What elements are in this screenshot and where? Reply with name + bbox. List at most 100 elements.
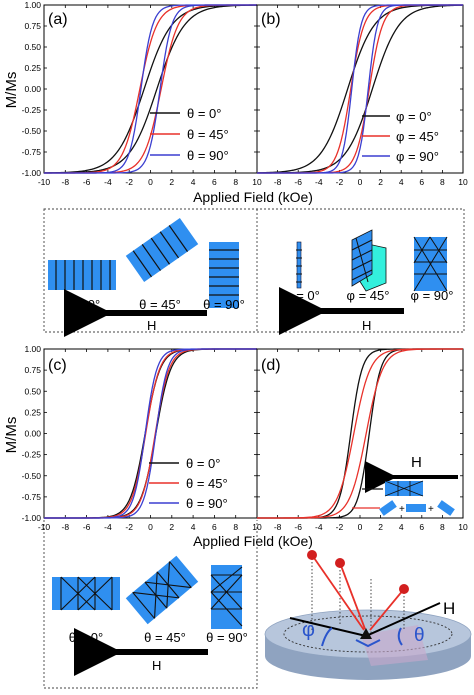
x-tick-label-right: 10 xyxy=(458,177,468,187)
x-tick-label-left: 8 xyxy=(233,522,238,532)
sample-a-0 xyxy=(48,260,116,290)
loop-a-series-2-down xyxy=(44,4,257,174)
y-tick-label: 1.00 xyxy=(24,0,41,10)
field-label-a: H xyxy=(147,318,156,333)
sample-b-0 xyxy=(296,241,302,289)
svg-text:+: + xyxy=(428,504,434,515)
schematic-b-angle-0: φ = 0° xyxy=(284,288,320,303)
schematic-c-angle-2: θ = 90° xyxy=(206,630,248,645)
schematic-top: θ = 0° θ = 45° θ = 90° H xyxy=(43,208,465,337)
y-tick-label: 0.50 xyxy=(24,386,41,396)
measurement-geometry: H φ θ xyxy=(264,550,472,680)
x-tick-label-right: -6 xyxy=(294,522,302,532)
x-axis-label-top: Applied Field (kOe) xyxy=(193,189,313,205)
x-tick-label-right: 2 xyxy=(378,177,383,187)
y-tick-label: -0.50 xyxy=(22,126,42,136)
x-tick-label-left: -8 xyxy=(62,177,70,187)
schematic-top-border xyxy=(43,208,465,333)
panel-d-inset-sample-1 xyxy=(379,500,397,516)
y-tick-label: 0.75 xyxy=(24,21,41,31)
x-tick-label-right: -4 xyxy=(315,177,323,187)
legend-a: θ = 0° θ = 45° θ = 90° xyxy=(150,106,229,163)
x-tick-label-left: 4 xyxy=(191,522,196,532)
schematic-bottom: θ = 0° θ = 45° θ = 90° H xyxy=(43,520,258,689)
geometry-phi-label: φ xyxy=(302,619,315,641)
panel-d-inset-sample-2 xyxy=(406,504,426,512)
x-tick-label-right: -4 xyxy=(315,522,323,532)
ball-1 xyxy=(335,558,345,568)
x-tick-label-left: 0 xyxy=(148,177,153,187)
panel-label-c: (c) xyxy=(48,357,67,374)
y-tick-label: 0.50 xyxy=(24,42,41,52)
legend-a-item-0: θ = 0° xyxy=(187,106,221,121)
x-tick-label-left: 6 xyxy=(212,522,217,532)
hysteresis-loops-c xyxy=(44,348,257,519)
loop-b-series-2-down xyxy=(257,4,463,174)
x-tick-label-left: 2 xyxy=(169,522,174,532)
loop-d-series-1-down xyxy=(257,348,463,519)
panel-d-inset-sample-3 xyxy=(437,500,455,516)
y-tick-label: -0.25 xyxy=(22,105,42,115)
schematic-c-angle-0: θ = 0° xyxy=(69,630,103,645)
x-tick-label-right: -8 xyxy=(274,522,282,532)
x-tick-label-left: 10 xyxy=(252,177,262,187)
schematic-a-angle-1: θ = 45° xyxy=(139,297,181,312)
chart-c: (c) θ = 0° θ = 45° θ = 90° xyxy=(43,348,258,519)
legend-a-item-2: θ = 90° xyxy=(187,148,229,163)
legend-b-item-0: φ = 0° xyxy=(396,109,432,124)
y-tick-label: -0.25 xyxy=(22,450,42,460)
y-tick-label: -1.00 xyxy=(22,513,42,523)
y-tick-label: 0.75 xyxy=(24,365,41,375)
x-tick-label-right: 10 xyxy=(458,522,468,532)
field-line xyxy=(289,617,367,637)
x-tick-label-left: 6 xyxy=(212,177,217,187)
x-tick-label-right: 6 xyxy=(419,522,424,532)
x-tick-label-left: 2 xyxy=(169,177,174,187)
field-label-b: H xyxy=(362,318,371,333)
x-tick-label-left: -4 xyxy=(104,177,112,187)
y-tick-label: -0.50 xyxy=(22,471,42,481)
legend-a-item-1: θ = 45° xyxy=(187,127,229,142)
legend-c-item-2: θ = 90° xyxy=(186,496,228,511)
x-tick-labels-top: -10 -8 -8 -6 -6 -4 -4 -2 -2 0 0 2 2 4 4 6 6 8 8 10 10 xyxy=(38,177,468,187)
plot-frame-c xyxy=(43,348,258,519)
legend-b: φ = 0° φ = 45° φ = 90° xyxy=(362,109,439,164)
y-axis-label-bottom: M/Ms xyxy=(3,417,20,454)
x-tick-label-right: -2 xyxy=(336,177,344,187)
schematic-a-angle-0: θ = 0° xyxy=(66,297,100,312)
theta-plane xyxy=(361,625,428,666)
sample-c-90 xyxy=(210,565,243,629)
ball-0 xyxy=(307,550,317,560)
x-tick-label-left: -10 xyxy=(38,522,51,532)
panel-label-a: (a) xyxy=(48,11,68,28)
x-tick-label-left: 4 xyxy=(191,177,196,187)
x-tick-label-right: 6 xyxy=(419,177,424,187)
sample-b-45 xyxy=(351,229,387,292)
schematic-b-angle-1: φ = 45° xyxy=(347,288,390,303)
sample-a-45 xyxy=(125,217,199,283)
sample-b-90 xyxy=(413,236,448,292)
schematic-b-angle-2: φ = 90° xyxy=(411,288,454,303)
y-tick-label: -1.00 xyxy=(22,168,42,178)
x-tick-label-right: 0 xyxy=(358,522,363,532)
x-axis-label-bottom: Applied Field (kOe) xyxy=(193,533,313,549)
panel-d-field-label: H xyxy=(411,454,422,471)
x-tick-labels-bottom: -10 -8 -8-6 -6-4 -4-2 -20 02 24 46 68 810 10 xyxy=(38,522,468,532)
x-tick-label-left: -10 xyxy=(38,177,51,187)
y-tick-label: 0.25 xyxy=(24,407,41,417)
y-tick-label: 1.00 xyxy=(24,344,41,354)
loop-c-series-2-down xyxy=(44,348,257,519)
chart-b: (b) φ = 0° φ = 45° φ = 90° xyxy=(256,4,464,174)
panel-d-inset: H + + xyxy=(352,454,458,516)
x-tick-label-right: -2 xyxy=(336,522,344,532)
loop-c-series-1-up xyxy=(44,348,257,519)
x-tick-label-left: -6 xyxy=(83,177,91,187)
x-tick-label-right: 8 xyxy=(440,177,445,187)
tick-marks-c xyxy=(43,348,258,519)
hysteresis-loops-b xyxy=(256,4,464,174)
x-tick-label-left: -2 xyxy=(125,177,133,187)
loop-c-series-1-down xyxy=(44,348,257,519)
y-tick-label: 0.25 xyxy=(24,63,41,73)
ball-2 xyxy=(399,584,409,594)
